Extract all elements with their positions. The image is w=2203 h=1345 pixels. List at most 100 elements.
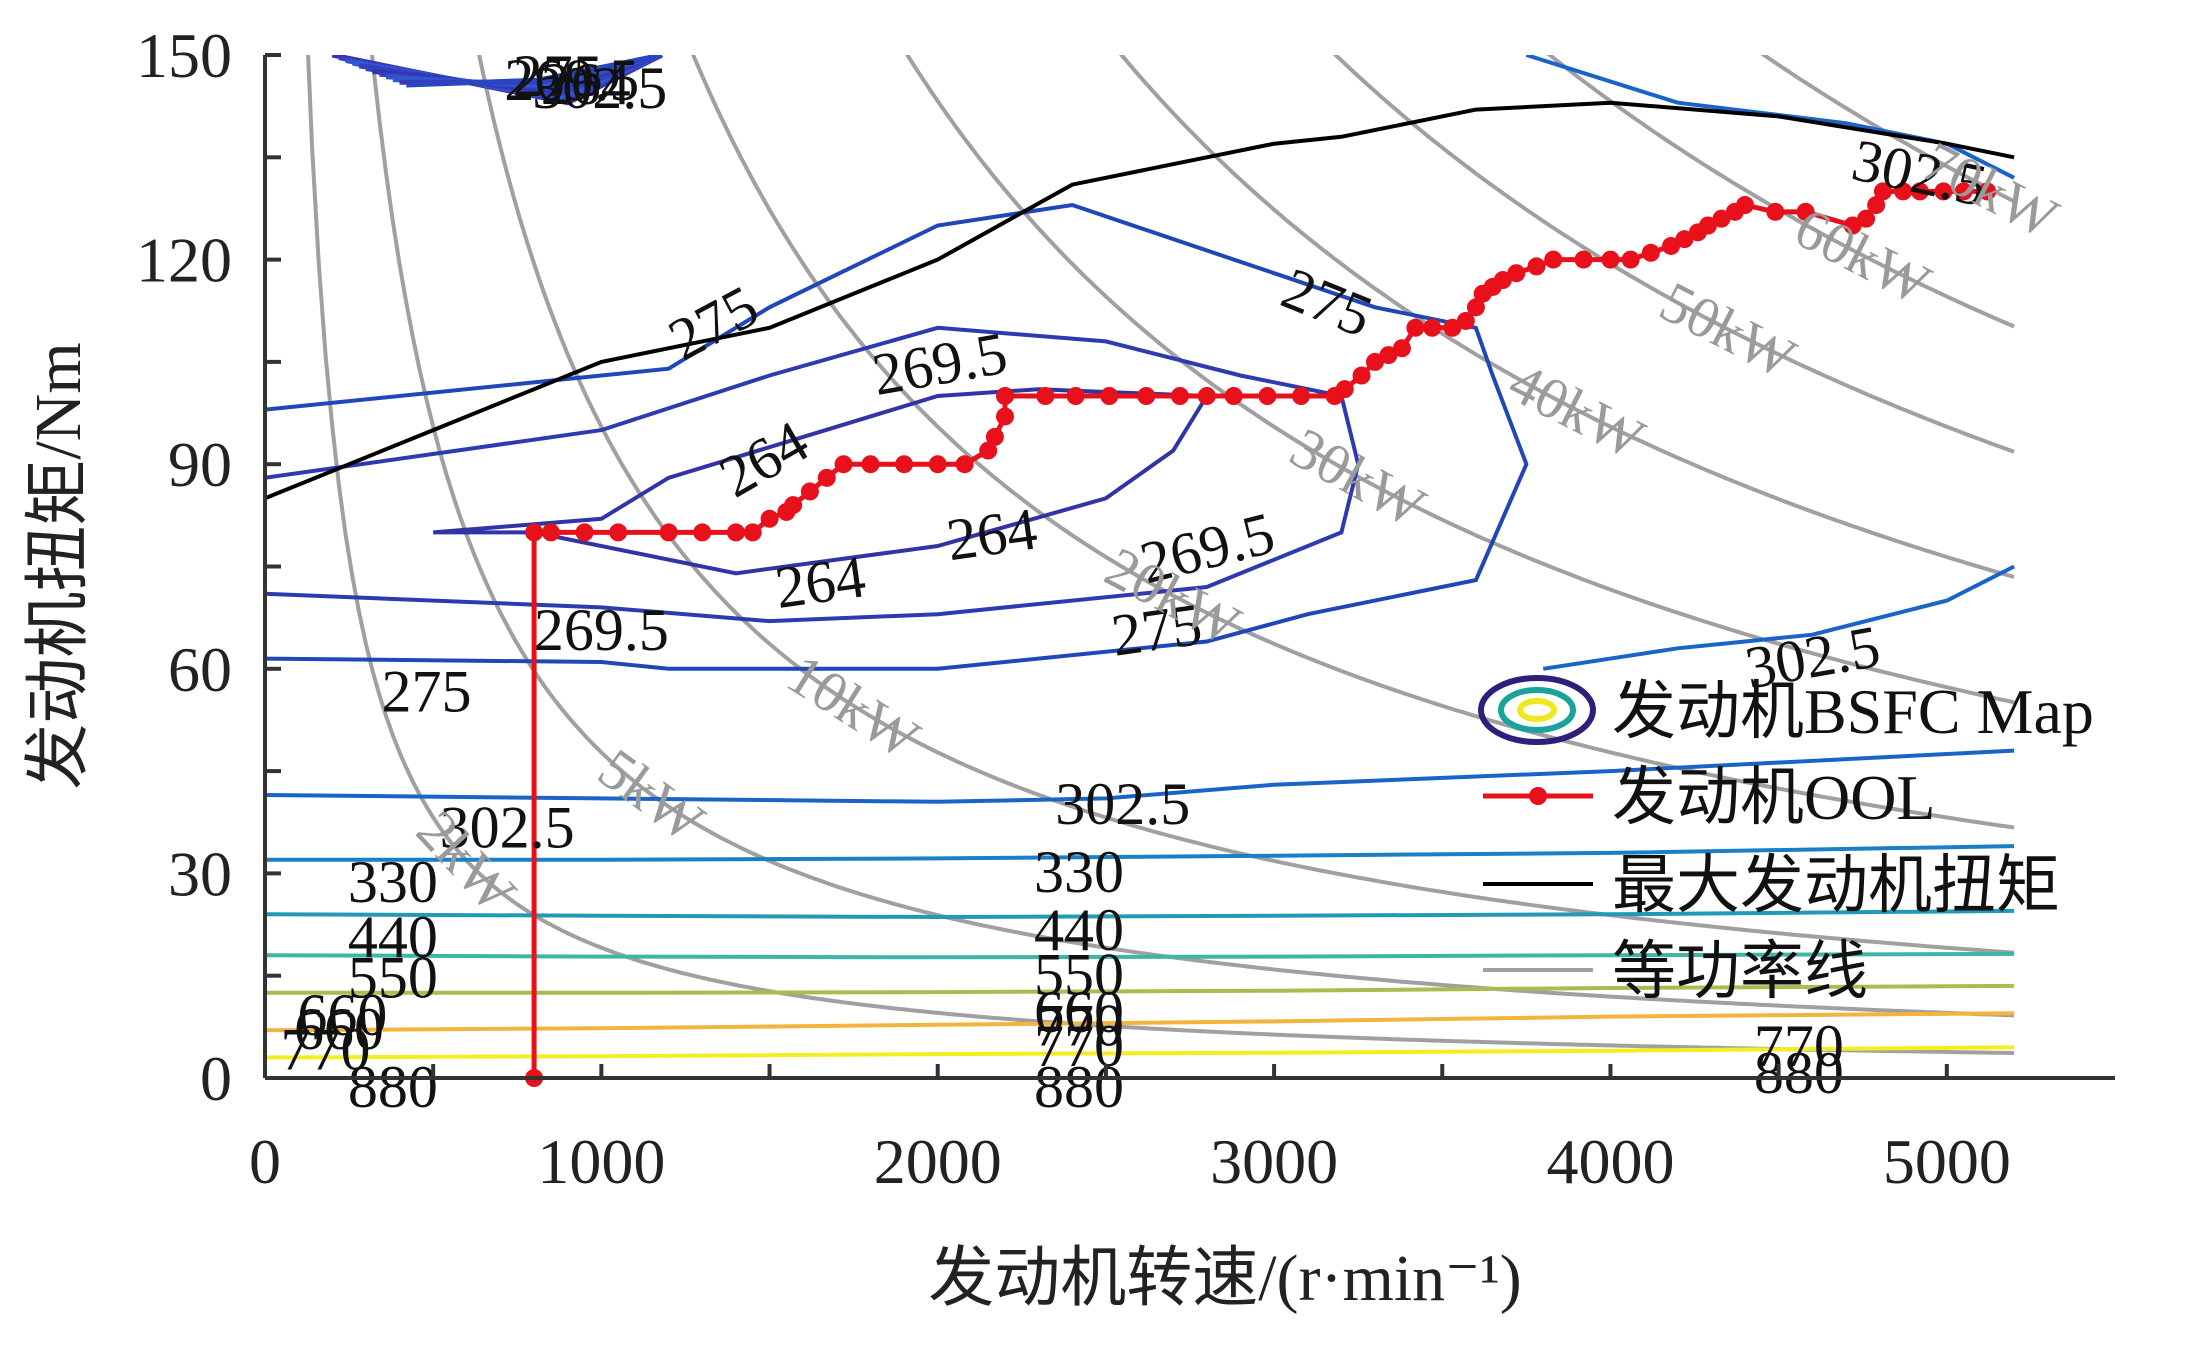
ool-point [1335, 380, 1354, 399]
legend-ellipse-outer [1478, 675, 1596, 745]
legend-label-ool: 发动机OOL [1612, 762, 1936, 833]
ool-point [1100, 387, 1119, 405]
ool-point [1857, 209, 1876, 228]
x-tick-label: 1000 [537, 1126, 665, 1197]
contour-label: 264 [771, 543, 869, 621]
contour-label: 880 [348, 1054, 438, 1120]
top-contour-label: 275 [513, 43, 603, 109]
ool-point [928, 455, 947, 474]
ool-point [1170, 387, 1189, 405]
ool-point [1601, 250, 1620, 269]
contour-label: 264 [943, 495, 1041, 573]
bsfc-contour-550 [265, 951, 2015, 960]
ool-point [800, 482, 819, 501]
ool-point [985, 427, 1004, 446]
ool-point [861, 455, 880, 474]
bsfc-contour-275 [265, 202, 1529, 671]
bsfc-contour-660 [265, 983, 2015, 995]
ool-point [1258, 387, 1277, 405]
ool-point [979, 441, 998, 460]
power-line [1118, 55, 2015, 579]
ool-point [525, 523, 544, 542]
ool-point [1392, 339, 1411, 358]
ool-point [1406, 318, 1425, 337]
ool-layer [525, 182, 1997, 1087]
max-torque-line [265, 100, 2015, 501]
bsfc-contour-330 [265, 844, 2015, 862]
x-axis-title: 发动机转速/(r·min⁻¹) [928, 1242, 1522, 1315]
power-line [1332, 55, 2015, 454]
ool-point [817, 468, 836, 487]
contour-label: 660 [294, 996, 384, 1062]
power-line-label: 70kW [1912, 128, 2068, 251]
ool-point [1574, 250, 1593, 269]
y-tick-label: 30 [168, 838, 232, 909]
legend-item-bsfc: 发动机BSFC Map [1478, 675, 2094, 747]
bsfc-contour-770 [265, 1011, 2015, 1033]
contour-label: 330 [1034, 839, 1124, 905]
bsfc-contour-302.5 [1525, 55, 2016, 180]
y-tick-label: 90 [168, 429, 232, 500]
contour-label: 275 [1107, 591, 1205, 669]
ool-point [1910, 182, 1929, 201]
ool-point [1662, 236, 1680, 255]
ool-point [955, 455, 974, 474]
contour-label: 880 [1034, 1054, 1124, 1120]
ool-point [1736, 196, 1754, 215]
top-left-contour-cluster [331, 55, 664, 106]
contour-label: 770 [1034, 992, 1124, 1058]
x-ticks: 0 1000 2000 3000 4000 5000 [249, 1064, 2011, 1197]
contour-label: 550 [1034, 941, 1124, 1007]
y-tick-label: 120 [136, 225, 232, 296]
ool-point [541, 523, 560, 542]
contour-label: 440 [348, 904, 438, 970]
y-tick-label: 150 [136, 20, 232, 91]
ool-point [760, 509, 779, 528]
contour-label: 770 [281, 1016, 371, 1082]
contour-label: 660 [1034, 979, 1124, 1045]
contour-label: 330 [348, 849, 438, 915]
contour-label: 269.5 [534, 597, 669, 663]
ool-point [1507, 264, 1526, 283]
dense-contour [406, 55, 663, 88]
ool-point [1366, 352, 1384, 371]
contour-label: 660 [297, 982, 387, 1048]
bsfc-contour-302.5 [1542, 564, 2016, 671]
ool-point [1137, 387, 1156, 405]
power-line [1546, 55, 2015, 329]
power-line [905, 55, 2015, 705]
legend-label-power-line: 等功率线 [1612, 936, 1868, 1007]
ool-point [1527, 257, 1546, 276]
ool-point [1978, 182, 1997, 201]
contour-label: 275 [658, 273, 768, 374]
contour-label: 269.5 [868, 320, 1012, 408]
power-line-label: 10kW [776, 641, 931, 772]
legend-label-bsfc: 发动机BSFC Map [1612, 676, 2094, 747]
contour-label: 770 [1034, 1013, 1124, 1079]
ool-point [1292, 387, 1310, 405]
ool-point [1894, 182, 1913, 201]
top-contour-label: 269.5 [504, 47, 639, 113]
top-contour-label: 264 [541, 51, 631, 117]
ool-point [1766, 202, 1785, 221]
bsfc-contours [265, 55, 2016, 1060]
ool-point [1466, 298, 1485, 317]
ool-point [1352, 366, 1371, 385]
legend-item-max-torque: 最大发动机扭矩 [1483, 850, 2060, 921]
legend-marker-ool [1529, 787, 1547, 805]
x-tick-label: 3000 [1210, 1126, 1338, 1197]
contour-label: 302.5 [1055, 771, 1190, 837]
power-line [477, 55, 2015, 955]
y-tick-label: 60 [168, 634, 232, 705]
ool-point [996, 387, 1014, 405]
contour-label: 275 [381, 658, 471, 724]
ool-point [1036, 387, 1055, 405]
ool-point [1954, 182, 1973, 201]
bsfc-contour-269.5 [265, 325, 1361, 624]
ool-point [1675, 230, 1694, 249]
ool-point [1712, 209, 1731, 228]
ool-point [996, 407, 1014, 426]
ool-point [743, 523, 762, 542]
